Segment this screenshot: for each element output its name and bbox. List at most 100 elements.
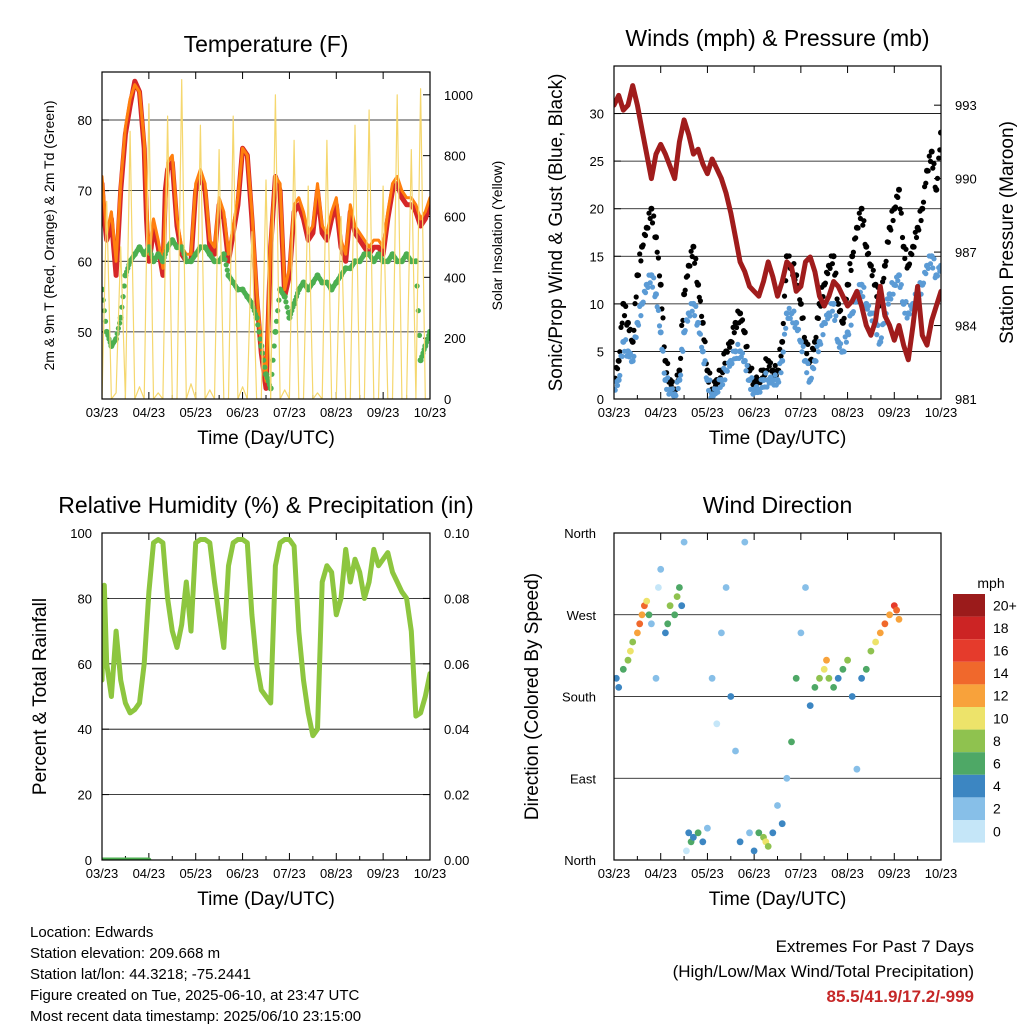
data-point: [615, 684, 623, 691]
data-point: [625, 319, 631, 326]
chart-title: Relative Humidity (%) & Precipitation (i…: [58, 492, 473, 518]
data-point: [890, 291, 896, 297]
data-point: [885, 239, 892, 245]
data-point: [931, 161, 937, 167]
data-point: [690, 833, 697, 841]
data-point: [874, 332, 880, 338]
legend-swatch: [953, 797, 985, 820]
data-point: [651, 213, 657, 219]
y2-tick-label: 0.08: [444, 591, 469, 606]
x-tick-label: 10/23: [925, 866, 958, 881]
y-tick-label: 30: [590, 107, 604, 122]
data-point: [919, 205, 926, 212]
data-point: [678, 602, 686, 610]
data-point: [926, 153, 932, 159]
data-point: [858, 674, 865, 682]
data-point: [934, 273, 941, 279]
data-point: [702, 339, 708, 345]
data-point: [273, 318, 280, 324]
data-point: [876, 629, 884, 637]
x-tick-label: 09/23: [878, 866, 911, 881]
data-point: [707, 370, 713, 376]
data-point: [797, 300, 804, 307]
data-point: [673, 393, 679, 399]
plot-area: [102, 537, 430, 860]
y-tick-label: North: [564, 853, 596, 868]
data-point: [687, 263, 693, 269]
x-tick-label: 07/23: [273, 405, 306, 420]
data-point: [634, 629, 641, 637]
plot-area: [614, 538, 903, 855]
data-point: [655, 584, 662, 591]
x-tick-label: 03/23: [598, 405, 631, 420]
y-tick-label: 20: [78, 788, 92, 803]
x-tick-label: 05/23: [179, 866, 212, 881]
data-point: [693, 256, 699, 262]
data-point: [788, 738, 795, 746]
data-point: [833, 313, 839, 319]
data-point: [220, 251, 227, 258]
y-axis-label: 2m & 9m T (Red, Orange) & 2m Td (Green): [41, 101, 57, 371]
data-point: [654, 249, 660, 255]
legend-swatch: [953, 774, 985, 798]
data-point: [898, 282, 904, 288]
x-tick-label: 08/23: [320, 866, 353, 881]
data-point: [707, 377, 713, 383]
data-point: [755, 829, 763, 837]
data-point: [119, 304, 125, 310]
data-point: [850, 249, 857, 255]
data-point: [892, 282, 899, 288]
data-point: [899, 234, 906, 241]
data-point: [890, 217, 896, 224]
data-point: [669, 379, 676, 385]
data-point: [713, 720, 721, 728]
data-point: [741, 538, 749, 546]
legend-label: 20+: [993, 597, 1017, 613]
data-point: [679, 322, 685, 328]
legend-swatch: [953, 616, 985, 640]
data-point: [849, 253, 856, 260]
legend-swatch: [953, 594, 985, 617]
x-tick-label: 07/23: [785, 405, 818, 420]
data-point: [783, 310, 790, 317]
data-point: [888, 227, 894, 233]
data-point: [918, 217, 924, 224]
plot-area: [614, 83, 941, 399]
data-point: [253, 314, 260, 321]
x-tick-label: 09/23: [367, 405, 400, 420]
data-point: [638, 611, 646, 619]
data-point: [903, 246, 909, 252]
y2-tick-label: 990: [955, 172, 977, 187]
legend-label: 16: [993, 643, 1009, 659]
extremes-panel: Extremes For Past 7 Days (High/Low/Max W…: [673, 934, 974, 1009]
data-point: [881, 262, 888, 269]
data-point: [778, 820, 786, 828]
data-point: [614, 366, 621, 372]
data-point: [623, 303, 629, 309]
data-point: [823, 656, 830, 664]
data-point: [937, 268, 941, 274]
y-tick-label: North: [564, 526, 596, 541]
y2-tick-label: 800: [444, 149, 466, 164]
data-point: [780, 320, 786, 327]
x-tick-label: 04/23: [644, 866, 677, 881]
data-point: [936, 155, 941, 161]
extremes-values: 85.5/41.9/17.2/-999: [826, 987, 974, 1006]
data-point: [727, 693, 735, 700]
data-point: [656, 323, 663, 329]
data-point: [680, 538, 688, 546]
data-point: [632, 301, 638, 307]
data-point: [793, 319, 800, 326]
chart-panel-2: Winds (mph) & Pressure (mb) 0 5 10 15 20 25 30 9…: [546, 25, 1018, 449]
data-point: [934, 175, 941, 181]
speed-legend: mph 20+ 18 16 14 12 10 8 6 4 2 0: [953, 575, 1017, 843]
data-point: [813, 334, 819, 340]
x-tick-label: 03/23: [86, 866, 119, 881]
data-point: [833, 270, 839, 276]
x-tick-label: 09/23: [367, 866, 400, 881]
station-info: Location: Edwards Station elevation: 209…: [30, 922, 361, 1027]
data-point: [744, 362, 750, 369]
data-point: [791, 308, 797, 314]
data-point: [829, 308, 836, 314]
data-point: [618, 324, 624, 330]
